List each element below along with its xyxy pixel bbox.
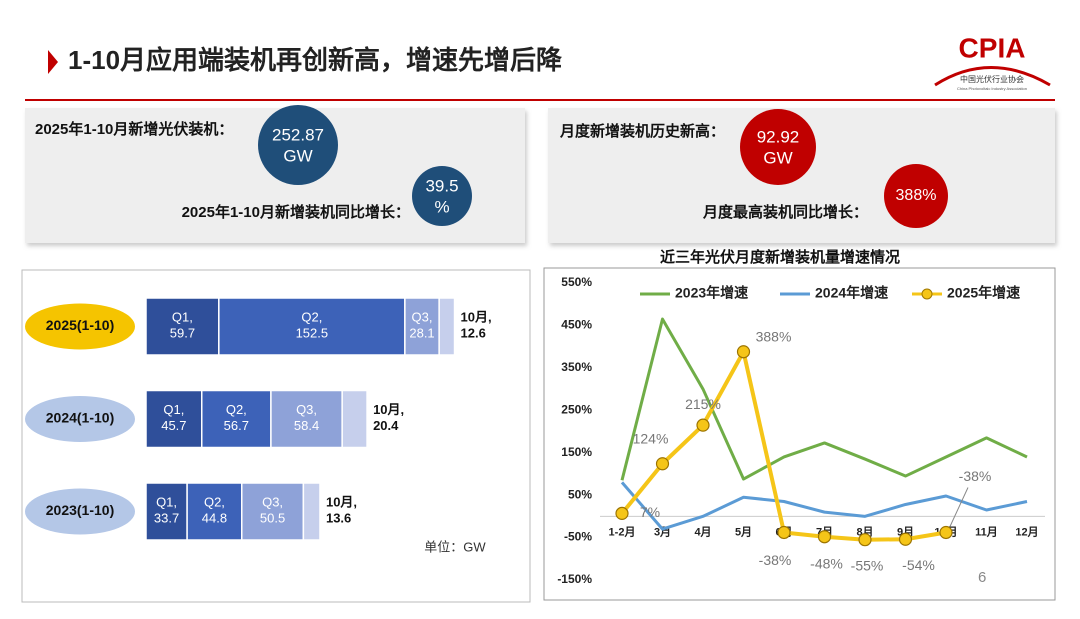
- bar-segment: [341, 389, 368, 449]
- x-tick-label: 4月: [694, 525, 711, 538]
- y-tick-label: 250%: [561, 402, 592, 416]
- y-tick-label: 550%: [561, 275, 592, 289]
- category-label: 2025(1-10): [46, 317, 115, 333]
- data-label: Q3, 50.5: [260, 495, 285, 526]
- chart-title: 近三年光伏月度新增装机量增速情况: [660, 248, 900, 266]
- x-tick-label: 1-2月: [609, 525, 636, 538]
- data-label: Q1, 59.7: [170, 310, 195, 341]
- data-label: 215%: [685, 396, 721, 412]
- bar-segment: [201, 389, 272, 449]
- stat-unit: GW: [763, 148, 792, 167]
- category-badge: [25, 303, 135, 350]
- bar-segment: [438, 297, 456, 356]
- data-label: Q2, 56.7: [224, 402, 249, 433]
- leader-line: [949, 487, 969, 527]
- stat-label: 2025年1-10月新增装机同比增长：: [182, 203, 410, 221]
- data-label: 10月, 20.4: [373, 402, 404, 433]
- y-tick-label: 50%: [568, 487, 592, 501]
- unit-note: 单位：GW: [424, 539, 486, 554]
- y-tick-label: -150%: [557, 572, 592, 586]
- legend-label: 2023年增速: [675, 285, 748, 301]
- data-label: 7%: [640, 504, 660, 520]
- y-tick-label: -50%: [564, 530, 592, 544]
- data-label: 124%: [633, 430, 669, 446]
- series-line: [620, 317, 1028, 481]
- data-label: 10月, 13.6: [326, 495, 357, 526]
- series-marker: [777, 525, 791, 540]
- series-marker: [858, 533, 872, 547]
- data-label: Q1, 33.7: [154, 495, 179, 526]
- data-label: Q2, 152.5: [296, 310, 329, 341]
- stat-number: 252.87: [272, 125, 324, 144]
- bar-segment: [302, 482, 321, 541]
- bar-segment: [145, 482, 188, 541]
- data-label: -54%: [902, 557, 935, 573]
- category-label: 2023(1-10): [46, 502, 115, 518]
- data-label: 10月, 12.6: [461, 310, 492, 341]
- series-marker: [898, 532, 913, 546]
- legend-marker: [921, 288, 933, 300]
- stat-label: 2025年1-10月新增光伏装机：: [35, 120, 233, 138]
- stat-circle: [412, 166, 472, 226]
- stat-number: 92.92: [757, 127, 800, 146]
- logo: CPIA: [959, 32, 1026, 63]
- data-label: -48%: [810, 555, 843, 571]
- category-badge: [25, 396, 135, 442]
- bar-segment: [404, 297, 440, 356]
- stat-unit: %: [434, 197, 449, 216]
- category-label: 2024(1-10): [46, 410, 115, 426]
- data-label: Q1, 45.7: [161, 402, 186, 433]
- series-marker: [939, 525, 953, 540]
- x-tick-label: 5月: [735, 525, 752, 538]
- stat-circle: [740, 109, 816, 185]
- x-tick-label: 12月: [1015, 525, 1038, 538]
- y-tick-label: 350%: [561, 360, 592, 374]
- data-label: 388%: [756, 328, 792, 344]
- page-number: 6: [978, 569, 986, 586]
- stat-value: 388%: [896, 187, 937, 204]
- series-line: [620, 481, 1028, 531]
- logo-arc: [934, 66, 1051, 87]
- stat-number: 388: [896, 187, 923, 204]
- logo-english: China Photovoltaic Industry Association: [957, 86, 1027, 91]
- series-marker: [696, 418, 710, 432]
- bar-segment: [270, 389, 343, 449]
- legend-label: 2024年增速: [815, 285, 888, 301]
- stat-circle: [884, 164, 948, 228]
- slide-title: 1-10月应用端装机再创新高，增速先增后降: [68, 45, 563, 75]
- legend-label: 2025年增速: [947, 285, 1020, 301]
- data-label: -38%: [759, 552, 792, 568]
- series-marker: [736, 345, 751, 359]
- title-marker: [48, 50, 58, 74]
- logo-subtitle: 中国光伏行业协会: [960, 74, 1024, 84]
- data-label: Q3, 28.1: [409, 310, 434, 341]
- series-marker: [615, 506, 629, 520]
- y-tick-label: 150%: [561, 445, 592, 459]
- stat-circle: [258, 105, 338, 185]
- stat-label: 月度最高装机同比增长：: [702, 203, 868, 221]
- data-label: Q2, 44.8: [202, 495, 227, 526]
- data-label: -55%: [851, 557, 884, 573]
- bar-segment: [145, 389, 203, 449]
- stat-unit: GW: [283, 146, 312, 165]
- series-marker: [655, 457, 670, 471]
- bar-segment: [218, 297, 406, 356]
- line-chart-frame: [543, 267, 1056, 601]
- data-label: Q3, 58.4: [294, 402, 319, 433]
- series-marker: [817, 530, 832, 544]
- bar-segment: [186, 482, 243, 541]
- stat-unit: %: [922, 187, 936, 204]
- x-tick-label: 11月: [975, 525, 998, 538]
- stat-label: 月度新增装机历史新高：: [559, 122, 725, 140]
- stat-number: 39.5: [425, 176, 458, 195]
- data-label: -38%: [959, 468, 992, 484]
- category-badge: [25, 488, 135, 535]
- y-tick-label: 450%: [561, 318, 592, 332]
